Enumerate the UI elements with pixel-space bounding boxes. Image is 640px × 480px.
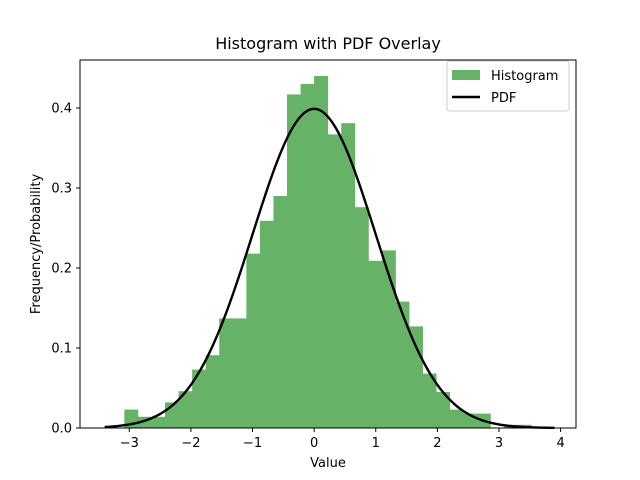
histogram-bar [422, 373, 437, 428]
y-tick-label: 0.1 [51, 342, 72, 357]
histogram-bar [246, 253, 261, 428]
x-tick-label: −3 [120, 436, 139, 451]
pdf-line [104, 107, 555, 430]
axes-frame [79, 59, 577, 429]
histogram-bar [151, 416, 166, 428]
histogram-bar [287, 94, 301, 429]
histogram-bar [192, 369, 207, 428]
histogram-bars [124, 76, 532, 429]
y-axis-ticks: 0.0 0.1 0.2 0.3 0.4 [51, 102, 80, 437]
histogram-bar [368, 260, 383, 428]
histogram-bar [137, 416, 152, 428]
x-tick-label: −2 [181, 436, 200, 451]
y-tick-label: 0.0 [51, 422, 72, 437]
y-axis-label: Frequency/Probability [29, 174, 44, 315]
histogram-bar [354, 207, 369, 428]
y-tick-label: 0.4 [51, 102, 72, 117]
histogram-bar [259, 220, 274, 428]
legend-histogram-label: Histogram [491, 69, 558, 84]
histogram-bar [178, 391, 193, 428]
histogram-bar [381, 250, 396, 428]
chart-title: Histogram with PDF Overlay [215, 34, 441, 53]
legend: Histogram PDF [446, 60, 570, 112]
y-tick-label: 0.3 [51, 182, 72, 197]
x-tick-label: 0 [310, 436, 318, 451]
x-tick-label: 4 [556, 436, 564, 451]
x-tick-label: 2 [433, 436, 441, 451]
legend-histogram-swatch [452, 70, 480, 80]
y-tick-label: 0.2 [51, 262, 72, 277]
histogram-bar [409, 326, 423, 428]
histogram-bar [395, 301, 410, 428]
histogram-bar [314, 76, 329, 428]
x-tick-label: 1 [372, 436, 380, 451]
x-tick-label: −1 [243, 436, 262, 451]
histogram-bar [300, 84, 315, 428]
histogram-bar [341, 123, 356, 428]
histogram-bar [449, 409, 464, 428]
x-axis-label: Value [310, 456, 346, 471]
x-tick-label: 3 [495, 436, 503, 451]
histogram-bar [327, 134, 342, 428]
histogram-bar [273, 196, 288, 428]
histogram-bar [232, 318, 247, 428]
histogram-bar [219, 318, 234, 428]
histogram-bar [436, 392, 451, 428]
x-axis-ticks: −3 −2 −1 0 1 2 3 4 [120, 428, 565, 451]
legend-pdf-label: PDF [491, 91, 516, 106]
histogram-bar [205, 355, 220, 428]
